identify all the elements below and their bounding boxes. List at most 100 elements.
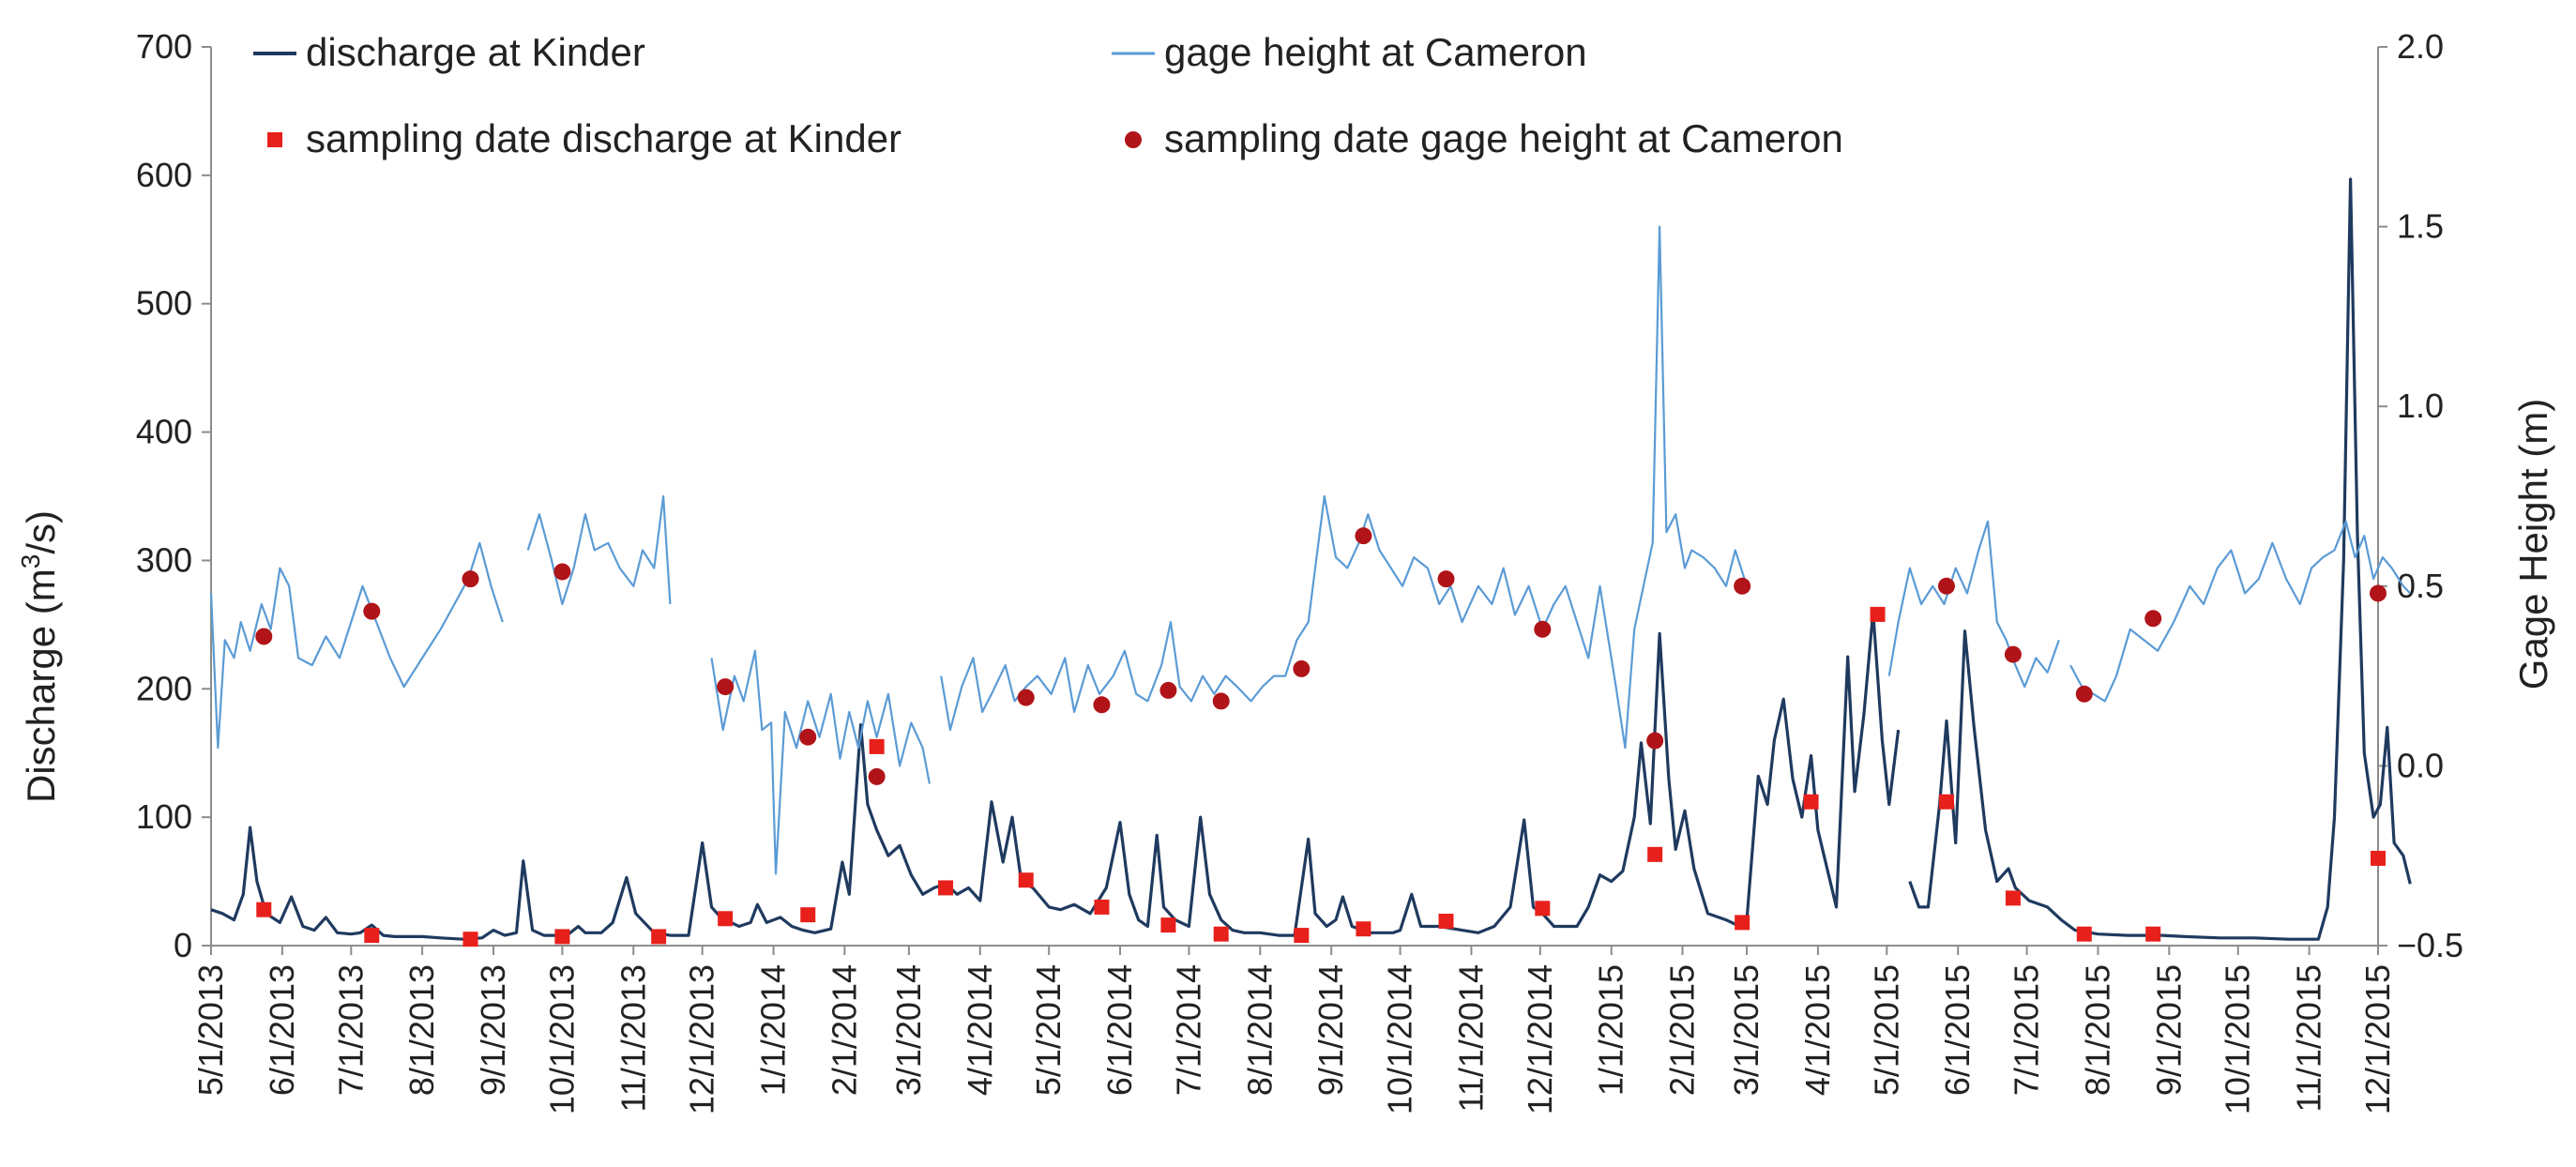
x-tick-label: 4/1/2014 bbox=[961, 964, 999, 1096]
sampling-gage-marker bbox=[2004, 645, 2022, 663]
x-tick-label: 3/1/2015 bbox=[1727, 964, 1765, 1096]
sampling-discharge-marker bbox=[938, 880, 954, 896]
x-tick-label: 7/1/2013 bbox=[331, 964, 370, 1096]
sampling-discharge-marker bbox=[256, 902, 272, 917]
gage-height-at-Cameron-line-segment bbox=[710, 649, 931, 875]
sampling-discharge-marker bbox=[1938, 794, 1954, 810]
legend-sampling-date-discharge-at-Kinder-swatch bbox=[267, 132, 282, 147]
left-tick-label: 400 bbox=[136, 413, 192, 451]
legend-sampling-date-gage-height-at-Cameron-label: sampling date gage height at Cameron bbox=[1164, 116, 1843, 160]
gage-height-at-Cameron-line-segment bbox=[2069, 520, 2412, 703]
sampling-gage-marker bbox=[1159, 681, 1177, 699]
discharge-at-Kinder-line-segment bbox=[1908, 177, 2412, 941]
sampling-gage-marker bbox=[717, 678, 735, 696]
sampling-discharge-marker bbox=[462, 932, 478, 947]
sampling-gage-marker bbox=[1017, 689, 1035, 706]
left-tick-label: 300 bbox=[136, 540, 192, 579]
sampling-discharge-marker bbox=[718, 911, 734, 927]
marker-layer bbox=[255, 527, 2387, 947]
sampling-gage-marker bbox=[1734, 577, 1751, 595]
legend: discharge at Kinder gage height at Camero… bbox=[253, 30, 1843, 160]
sampling-gage-marker bbox=[1534, 620, 1552, 638]
legend-sampling-date-gage-height-at-Cameron-swatch bbox=[1125, 131, 1142, 148]
left-tick-label: 500 bbox=[136, 284, 192, 323]
sampling-gage-marker bbox=[255, 628, 273, 645]
x-tick-label: 3/1/2014 bbox=[889, 964, 928, 1096]
sampling-discharge-marker bbox=[1160, 917, 1176, 933]
x-tick-label: 12/1/2013 bbox=[683, 964, 721, 1114]
sampling-gage-marker bbox=[462, 570, 479, 588]
x-tick-label: 9/1/2015 bbox=[2149, 964, 2188, 1096]
x-tick-label: 8/1/2013 bbox=[402, 964, 441, 1096]
sampling-discharge-marker bbox=[1735, 915, 1750, 931]
sampling-discharge-marker bbox=[1535, 901, 1551, 917]
x-tick-label: 12/1/2015 bbox=[2358, 964, 2397, 1114]
sampling-discharge-marker bbox=[800, 907, 816, 923]
sampling-gage-marker bbox=[2370, 584, 2387, 602]
right-tick-label: −0.5 bbox=[2397, 926, 2463, 964]
sampling-discharge-marker bbox=[554, 929, 570, 945]
x-tick-label: 11/1/2015 bbox=[2290, 964, 2328, 1112]
sampling-gage-marker bbox=[799, 728, 817, 746]
right-y-axis: −0.5 0.0 0.5 1.0 1.5 2.0 bbox=[2377, 27, 2463, 964]
gage-height-at-Cameron-line-segment bbox=[1887, 520, 2060, 689]
gage-height-at-Cameron-line-segment bbox=[209, 541, 504, 750]
x-tick-label: 7/1/2015 bbox=[2008, 964, 2046, 1096]
x-tick-label: 11/1/2014 bbox=[1451, 964, 1490, 1112]
discharge-at-Kinder-line-segment bbox=[210, 610, 1901, 941]
right-tick-label: 1.0 bbox=[2397, 386, 2444, 425]
sampling-gage-marker bbox=[1646, 732, 1664, 750]
left-axis-title-main: Discharge (m bbox=[19, 568, 63, 803]
x-tick-label: 12/1/2014 bbox=[1521, 964, 1559, 1114]
x-tick-label: 11/1/2013 bbox=[614, 964, 652, 1112]
sampling-gage-marker bbox=[1355, 527, 1372, 545]
gage-height-at-Cameron-line-segment bbox=[526, 494, 672, 606]
left-y-axis: 0 100 200 300 400 500 600 700 bbox=[136, 27, 212, 964]
x-tick-label: 6/1/2013 bbox=[263, 964, 301, 1096]
sampling-discharge-marker bbox=[1018, 872, 1034, 888]
sampling-discharge-marker bbox=[2371, 850, 2386, 866]
sampling-discharge-marker bbox=[1356, 921, 1371, 937]
x-tick-label: 10/1/2014 bbox=[1381, 964, 1419, 1114]
sampling-discharge-marker bbox=[2145, 926, 2161, 942]
sampling-gage-marker bbox=[1212, 692, 1230, 710]
sampling-discharge-marker bbox=[1438, 913, 1454, 929]
x-tick-label: 2/1/2015 bbox=[1663, 964, 1702, 1096]
left-tick-label: 200 bbox=[136, 669, 192, 707]
sampling-gage-marker bbox=[2144, 610, 2162, 628]
sampling-gage-marker bbox=[868, 767, 886, 785]
sampling-gage-marker bbox=[1093, 696, 1111, 714]
x-tick-label: 5/1/2014 bbox=[1029, 964, 1068, 1096]
x-axis: 5/1/2013 6/1/2013 7/1/2013 8/1/2013 9/1/2013… bbox=[191, 945, 2397, 1114]
right-tick-label: 0.5 bbox=[2397, 567, 2444, 605]
legend-sampling-date-discharge-at-Kinder-label: sampling date discharge at Kinder bbox=[306, 116, 902, 160]
x-tick-label: 8/1/2014 bbox=[1240, 964, 1279, 1096]
x-tick-label: 10/1/2015 bbox=[2219, 964, 2257, 1114]
x-tick-label: 5/1/2013 bbox=[191, 964, 230, 1096]
x-tick-label: 6/1/2014 bbox=[1100, 964, 1139, 1096]
sampling-discharge-marker bbox=[651, 929, 667, 945]
x-tick-label: 10/1/2013 bbox=[542, 964, 581, 1114]
legend-discharge-at-Kinder-label: discharge at Kinder bbox=[306, 30, 645, 74]
sampling-discharge-marker bbox=[1870, 606, 1886, 622]
sampling-discharge-marker bbox=[1647, 846, 1663, 862]
sampling-gage-marker bbox=[363, 602, 381, 620]
x-tick-label: 6/1/2015 bbox=[1938, 964, 1977, 1096]
left-tick-label: 700 bbox=[136, 27, 192, 66]
sampling-discharge-marker bbox=[1803, 794, 1819, 810]
sampling-discharge-marker bbox=[1213, 926, 1229, 942]
sampling-discharge-marker bbox=[2005, 890, 2021, 906]
series-layer bbox=[209, 177, 2412, 941]
x-tick-label: 7/1/2014 bbox=[1169, 964, 1207, 1096]
gage-height-at-Cameron-line-segment bbox=[940, 225, 1746, 750]
sampling-discharge-marker bbox=[1294, 928, 1310, 944]
legend-gage-height-at-Cameron-label: gage height at Cameron bbox=[1164, 30, 1587, 74]
sampling-gage-marker bbox=[1937, 577, 1955, 595]
right-tick-label: 2.0 bbox=[2397, 27, 2444, 66]
left-tick-label: 100 bbox=[136, 797, 192, 836]
right-tick-label: 0.0 bbox=[2397, 746, 2444, 784]
left-axis-title: Discharge (m3/s) bbox=[16, 510, 63, 803]
x-tick-label: 2/1/2014 bbox=[825, 964, 863, 1096]
x-tick-label: 8/1/2015 bbox=[2078, 964, 2116, 1096]
